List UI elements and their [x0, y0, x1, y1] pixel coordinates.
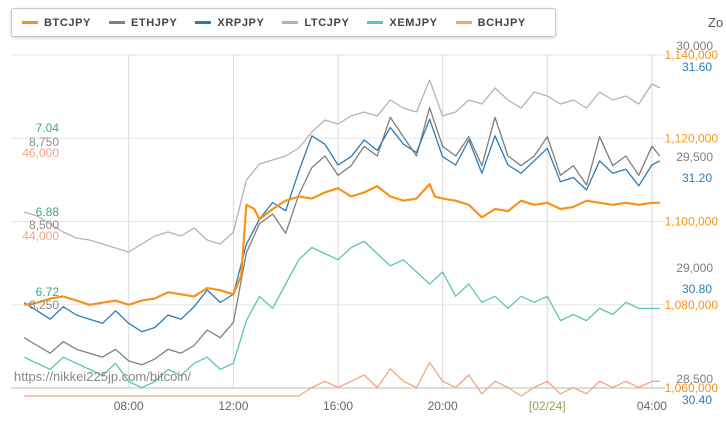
legend-label: ETHJPY [131, 16, 178, 29]
legend-label: XEMJPY [389, 16, 438, 29]
series-line-bchjpy [24, 361, 660, 397]
legend-swatch [195, 21, 212, 24]
y-tick-btc: 1,140,000 [665, 48, 719, 62]
legend-item-xemjpy[interactable]: XEMJPY [367, 17, 437, 29]
x-tick-label: 20:00 [428, 399, 458, 413]
legend-item-ltcjpy[interactable]: LTCJPY [282, 17, 349, 29]
legend-item-ethjpy[interactable]: ETHJPY [109, 17, 177, 29]
y-tick-bch: 44,000 [22, 229, 59, 243]
legend-swatch [22, 21, 38, 24]
series-line-xemjpy [23, 240, 660, 389]
y-tick-xem: 7.04 [36, 121, 60, 135]
y-tick-btc: 1,100,000 [665, 215, 719, 229]
legend-swatch [367, 21, 384, 24]
zoom-button[interactable]: Zo [708, 15, 724, 30]
legend: BTCJPY ETHJPY XRPJPY LTCJPY XEMJPY BCHJP… [11, 8, 556, 37]
legend-label: XRPJPY [217, 16, 265, 29]
series-line-xrpjpy [23, 118, 661, 333]
x-tick-label: [02/24] [529, 399, 566, 413]
series-line-ltcjpy [23, 79, 661, 253]
y-tick-xem: 6.88 [36, 205, 60, 219]
axis-labels: 08:00 12:00 16:00 20:00 [02/24] 04:00 1,140,00… [22, 39, 718, 413]
grid [11, 54, 665, 389]
legend-label: LTCJPY [304, 16, 350, 29]
series-line-btcjpy [23, 182, 660, 306]
y-tick-eth: 28,500 [676, 372, 713, 386]
y-tick-bch: 46,000 [22, 146, 59, 160]
y-tick-eth: 29,500 [676, 150, 713, 164]
legend-label: BCHJPY [477, 16, 526, 29]
legend-swatch [282, 21, 299, 24]
y-tick-btc: 1,080,000 [665, 298, 719, 312]
series-line-ethjpy [23, 107, 661, 366]
x-tick-label: 04:00 [637, 399, 667, 413]
y-tick-ltc: 8,500 [29, 218, 59, 232]
x-tick-label: 08:00 [114, 399, 144, 413]
y-tick-xrp: 30.80 [682, 282, 712, 296]
y-tick-xrp: 30.40 [682, 393, 712, 407]
y-tick-xrp: 31.20 [682, 171, 712, 185]
watermark: https://nikkei225jp.com/bitcoin/ [14, 369, 191, 384]
legend-item-btcjpy[interactable]: BTCJPY [22, 17, 91, 29]
legend-swatch [455, 21, 472, 24]
y-tick-xem: 6.72 [36, 285, 60, 299]
y-tick-xrp: 31.60 [682, 60, 712, 74]
x-tick-label: 16:00 [323, 399, 353, 413]
y-tick-btc: 1,060,000 [665, 381, 719, 395]
y-tick-btc: 1,120,000 [665, 131, 719, 145]
y-tick-ltc: 8,750 [29, 135, 59, 149]
y-tick-ltc: 8,250 [29, 298, 59, 312]
legend-label: BTCJPY [44, 16, 91, 29]
legend-swatch [109, 21, 125, 24]
series-lines [23, 79, 661, 397]
legend-item-xrpjpy[interactable]: XRPJPY [195, 17, 264, 29]
y-tick-eth: 29,000 [676, 261, 713, 275]
y-tick-eth: 30,000 [676, 39, 713, 53]
x-tick-label: 12:00 [218, 399, 248, 413]
legend-item-bchjpy[interactable]: BCHJPY [455, 16, 526, 29]
